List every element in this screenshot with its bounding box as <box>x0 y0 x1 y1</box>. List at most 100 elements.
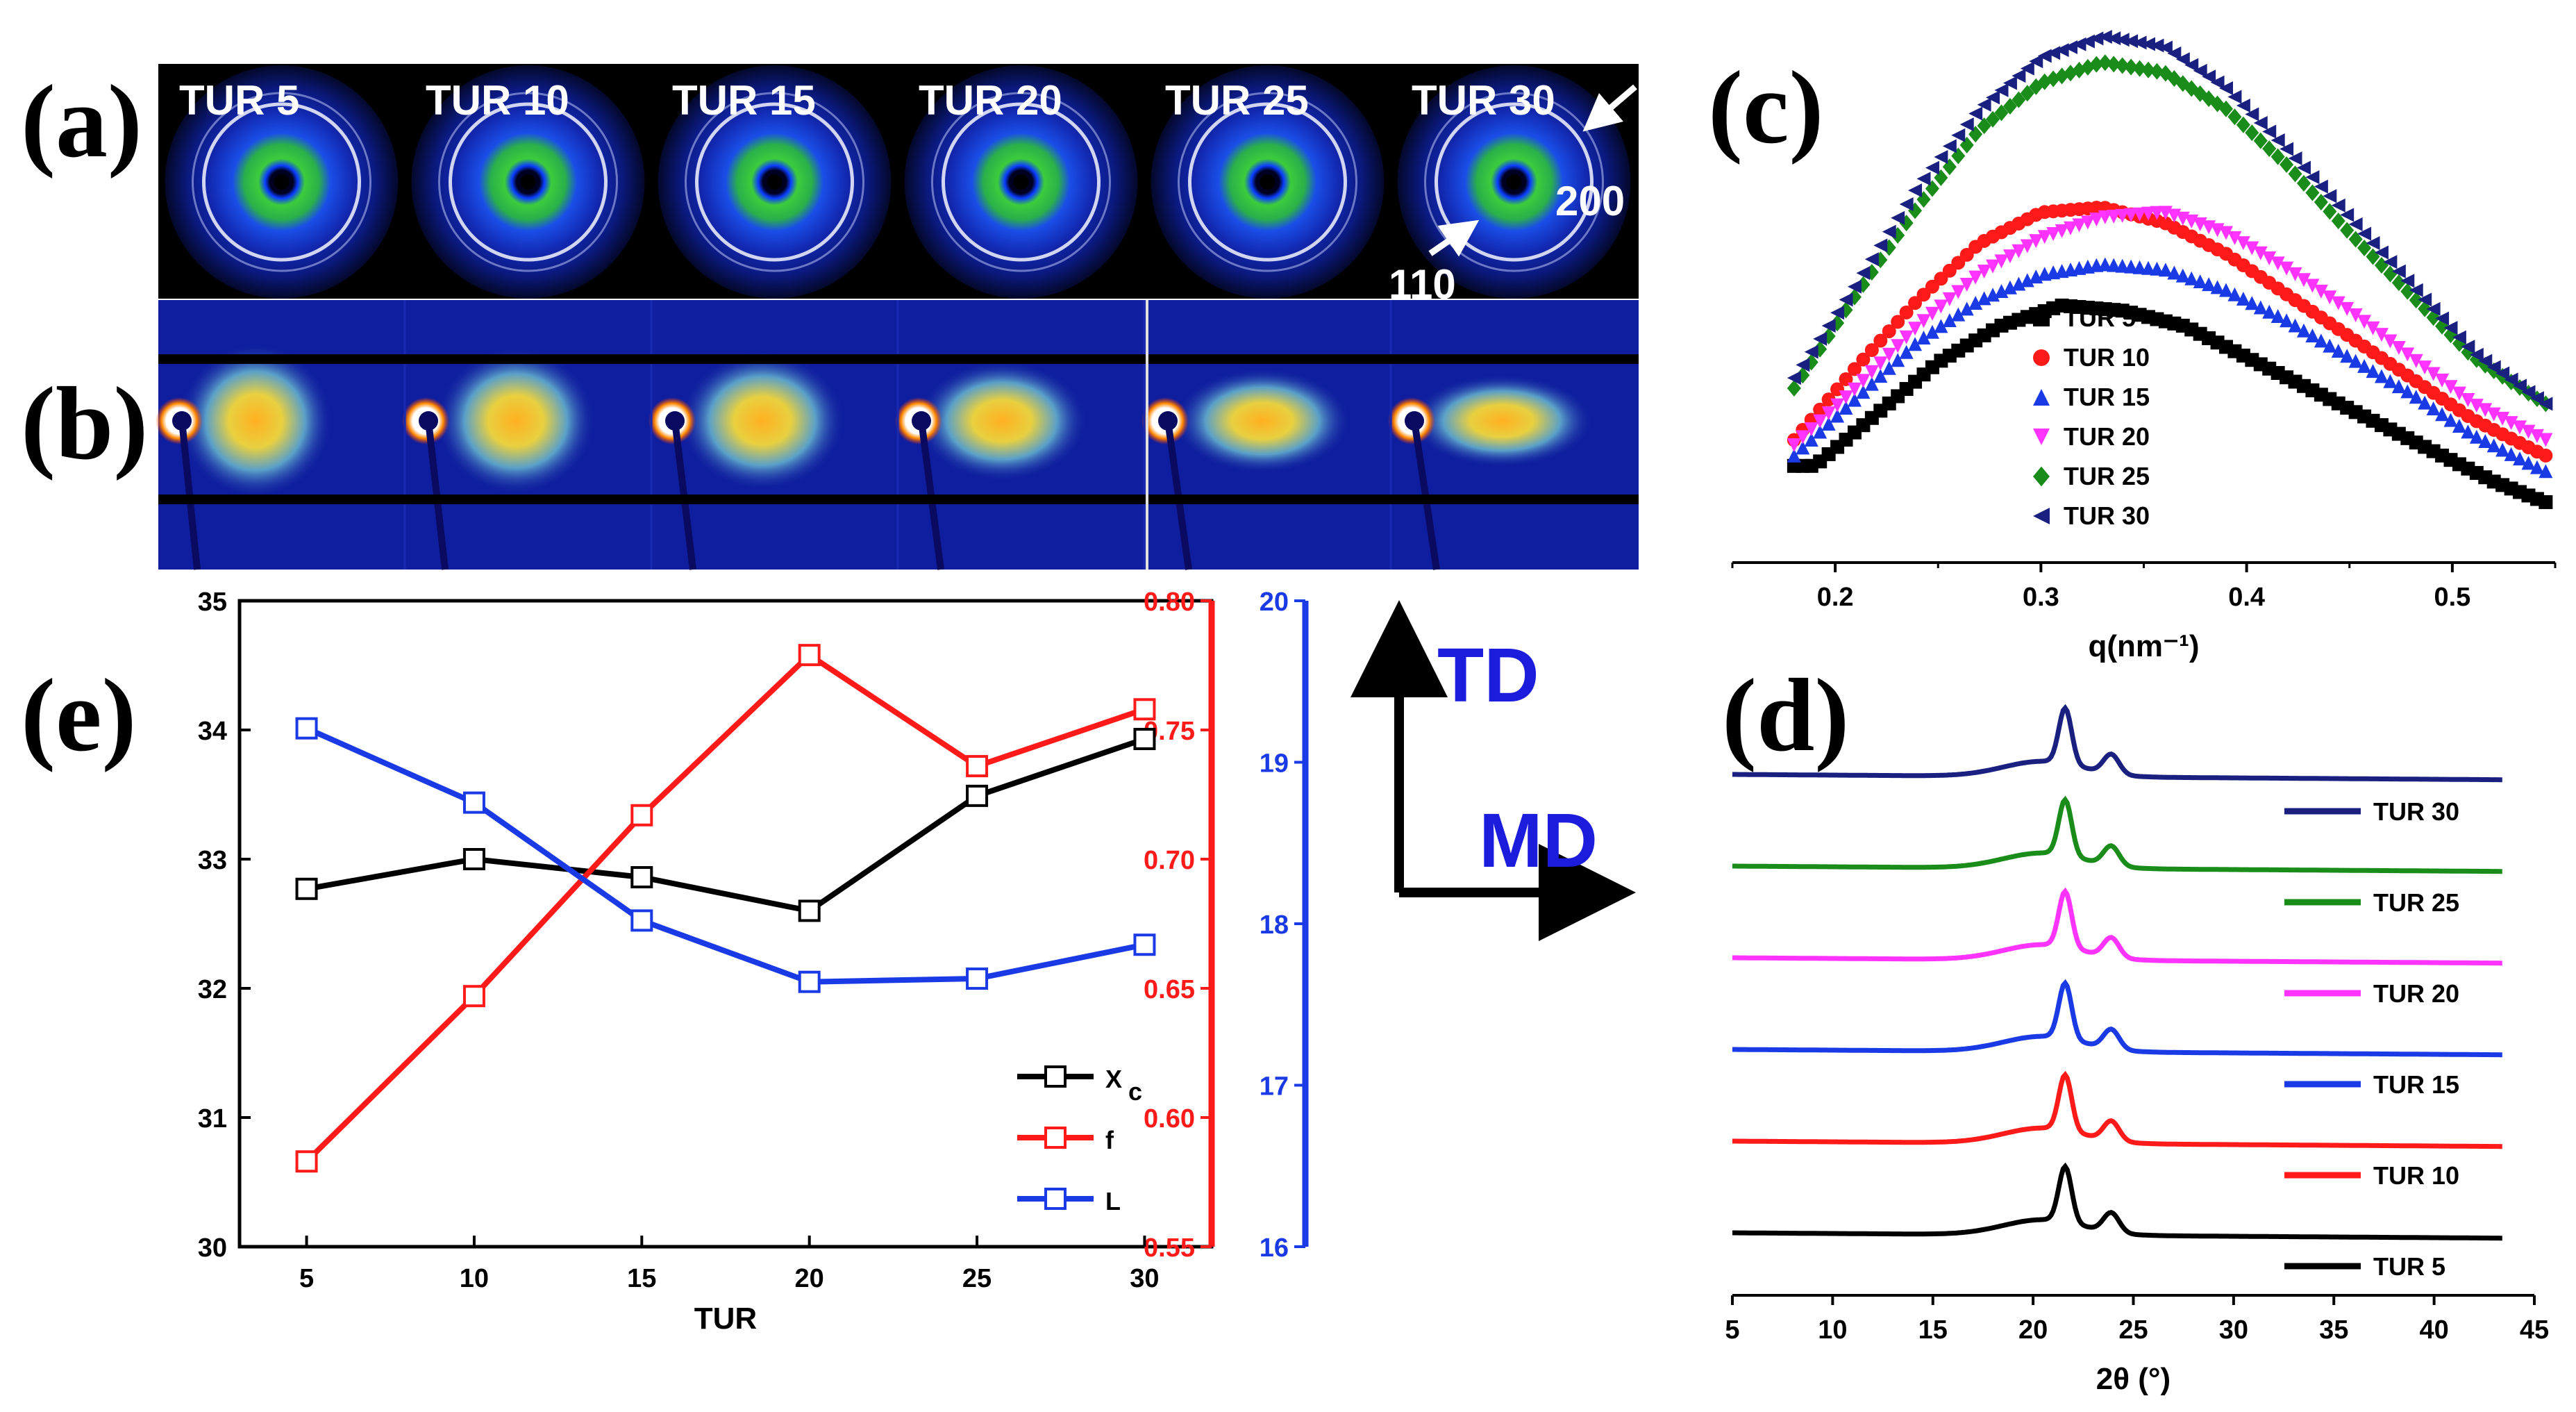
chart-c-point <box>2348 217 2363 231</box>
chart-c-point <box>2012 91 2026 108</box>
chart-c-point <box>2357 226 2372 241</box>
chart-d-series-line <box>1732 1070 2502 1149</box>
chart-c-point <box>2435 407 2450 422</box>
chart-e-point <box>798 970 821 993</box>
chart-c-point <box>2184 80 2199 97</box>
chart-c-x-tick-label: 0.2 <box>1817 583 1854 612</box>
chart-e-series-line <box>304 651 1146 1164</box>
chart-c-point <box>1899 344 1914 359</box>
chart-c-point <box>2513 420 2527 435</box>
chart-e-point <box>1133 933 1156 956</box>
chart-c-point <box>1977 117 1991 135</box>
chart-c-point <box>2305 279 2320 293</box>
chart-c-point <box>1847 392 1862 407</box>
chart-c-point <box>1787 438 1801 452</box>
chart-c-point <box>2288 267 2302 281</box>
chart-c-point <box>2089 56 2104 73</box>
chart-c-point <box>1934 299 1948 314</box>
chart-e-blue-tick-label: 20 <box>1260 588 1289 617</box>
chart-c-point <box>1899 197 1914 211</box>
waxs-patterns: TUR 5 TUR 10 TUR 15 TUR 20 TUR 25 TUR 30 <box>158 64 1639 299</box>
chart-c-point <box>2029 54 2043 69</box>
chart-c-point <box>2340 349 2355 363</box>
chart-c-point <box>2296 174 2311 192</box>
chart-e-left-tick-label: 34 <box>198 717 227 746</box>
chart-e-series-line <box>305 726 1146 985</box>
chart-e-blue-tick-label: 19 <box>1260 749 1289 779</box>
chart-c-point <box>2504 372 2518 387</box>
chart-c-point <box>2262 251 2277 266</box>
arrow-110-icon <box>1428 219 1480 257</box>
chart-c-x-tick-label: 0.3 <box>2023 583 2059 612</box>
chart-c-point <box>2132 207 2147 222</box>
waxs-label: TUR 5 <box>179 77 299 124</box>
chart-c-point <box>2521 424 2536 439</box>
chart-c-point <box>2521 385 2536 399</box>
chart-c-point <box>2055 224 2069 238</box>
chart-e-legend-label: L <box>1105 1187 1121 1215</box>
chart-c-point <box>2288 151 2302 165</box>
chart-c-point <box>1787 371 1801 385</box>
chart-c-point <box>2366 321 2380 335</box>
chart-d-x-tick-label: 45 <box>2520 1315 2549 1345</box>
chart-e-point <box>630 866 653 889</box>
chart-c-point <box>2391 264 2406 279</box>
chart-c-point <box>1994 83 2009 97</box>
chart-c-point <box>2175 52 2190 67</box>
chart-c-point <box>1813 414 1828 429</box>
chart-d-legend-label: TUR 5 <box>2373 1252 2445 1281</box>
chart-c-point <box>1813 331 1828 346</box>
chart-c-point <box>2391 379 2406 394</box>
chart-c-point <box>2002 249 2017 264</box>
waxs-label: TUR 25 <box>1165 77 1309 124</box>
chart-c-point <box>2323 290 2337 305</box>
saxs-band-bottom <box>158 495 1639 504</box>
chart-e-red-tick-label: 0.70 <box>1144 846 1195 875</box>
chart-c-point <box>2314 193 2328 210</box>
chart-c-point <box>2314 284 2328 299</box>
chart-c-point <box>2486 407 2501 422</box>
chart-e-left-tick-label: 30 <box>198 1234 227 1263</box>
chart-c-point <box>2020 85 2034 102</box>
chart-c-point <box>2089 31 2104 46</box>
saxs-pattern <box>156 344 332 570</box>
chart-c-point <box>2331 343 2345 358</box>
chart-c-legend-marker <box>2033 508 2050 524</box>
chart-c-point <box>2331 213 2345 230</box>
chart-e-x-tick-label: 30 <box>1130 1264 1159 1293</box>
chart-c-point <box>2469 399 2484 413</box>
chart-c-x-tick-label: 0.5 <box>2434 583 2470 612</box>
chart-c-point <box>2098 30 2112 44</box>
panel-label-d: (d) <box>1722 658 1849 773</box>
chart-c-point <box>2046 227 2061 242</box>
chart-d-series-line <box>1732 887 2502 966</box>
chart-c-point <box>1951 307 1966 322</box>
chart-e-x-tick-label: 5 <box>299 1264 314 1293</box>
chart-c-point <box>1856 266 1871 281</box>
chart-c-point <box>1882 360 1896 375</box>
chart-c-point <box>2409 390 2423 404</box>
chart-c-point <box>2262 304 2277 319</box>
chart-c-point <box>1908 183 1923 198</box>
waxs-beamstop <box>767 174 783 190</box>
chart-c-point <box>1847 382 1862 397</box>
chart-d-series-line <box>1732 1162 2502 1241</box>
chart-c-point <box>1934 150 1948 165</box>
chart-c-point <box>1796 430 1810 445</box>
chart-c-point <box>2383 374 2398 388</box>
chart-c-point <box>2253 116 2268 131</box>
chart-c-point <box>2391 274 2406 292</box>
chart-c-point <box>2002 280 2017 294</box>
waxs-pattern: TUR 25 <box>1151 65 1385 299</box>
chart-c-point <box>2115 57 2130 74</box>
chart-c-point <box>2124 34 2139 49</box>
chart-c-point <box>2012 244 2026 258</box>
chart-c-point <box>2020 273 2034 288</box>
chart-c-point <box>2340 301 2355 316</box>
chart-c-point <box>2374 245 2389 260</box>
chart-c-point <box>2270 133 2285 148</box>
chart-c-point <box>2280 142 2294 156</box>
chart-c-point <box>2486 438 2501 453</box>
chart-c-point <box>1821 406 1836 421</box>
waxs-ring-110 <box>685 92 864 272</box>
